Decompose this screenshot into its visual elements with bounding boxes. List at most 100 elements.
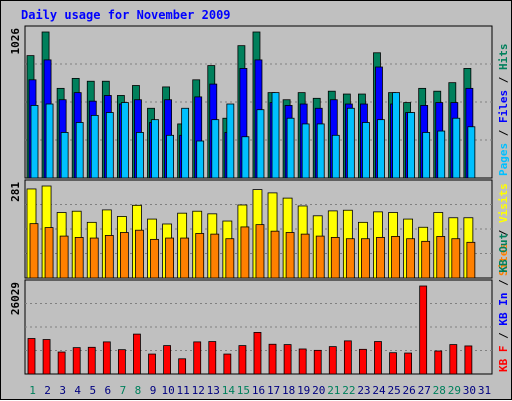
bar-kbf-day-25 — [389, 352, 397, 375]
bar-sites-day-20 — [315, 235, 325, 279]
bar-pages-day-6 — [105, 112, 114, 179]
bar-sites-day-8 — [135, 229, 144, 279]
x-tick-label-day-9: 9 — [150, 384, 157, 397]
x-tick-label-day-30: 30 — [463, 384, 476, 397]
bar-kbf-day-18 — [283, 344, 292, 375]
series-name-kb-f: KB F — [497, 346, 510, 373]
bar-kbf-day-26 — [404, 352, 413, 375]
label-separator: / — [497, 70, 510, 90]
chart-marks — [26, 31, 476, 375]
bar-kbf-day-11 — [178, 358, 187, 375]
bar-pages-day-22 — [346, 107, 355, 179]
bar-sites-day-4 — [74, 237, 84, 279]
bar-sites-day-22 — [345, 238, 355, 279]
plot-panel-3 — [24, 279, 493, 375]
bar-pages-day-15 — [241, 136, 250, 179]
bar-sites-day-24 — [376, 237, 385, 279]
bar-kbf-day-27 — [419, 285, 428, 375]
bar-pages-day-9 — [151, 119, 159, 179]
chart-title: Daily usage for November 2009 — [21, 8, 231, 22]
x-tick-label-day-17: 17 — [267, 384, 280, 397]
bar-kbf-day-17 — [268, 343, 277, 375]
bar-pages-day-12 — [196, 140, 205, 179]
bar-kbf-day-15 — [238, 345, 247, 375]
x-tick-label-day-18: 18 — [282, 384, 295, 397]
series-name-files: Files — [497, 90, 510, 123]
bar-kbf-day-16 — [253, 332, 262, 375]
x-tick-label-day-15: 15 — [237, 384, 250, 397]
bar-kbf-day-9 — [148, 353, 156, 375]
x-tick-label-day-29: 29 — [448, 384, 461, 397]
x-tick-label-day-3: 3 — [59, 384, 66, 397]
x-tick-label-day-6: 6 — [105, 384, 112, 397]
bar-pages-day-1 — [30, 105, 39, 179]
bar-sites-day-12 — [195, 233, 205, 279]
y-max-label-panel-2: 281 — [9, 182, 22, 202]
x-tick-label-day-23: 23 — [357, 384, 370, 397]
series-name-visits: Visits — [497, 183, 510, 223]
y-max-label-panel-3: 26029 — [9, 282, 22, 315]
x-tick-label-day-12: 12 — [192, 384, 205, 397]
bar-pages-day-30 — [467, 126, 476, 179]
bar-sites-day-21 — [330, 237, 340, 279]
x-tick-label-day-7: 7 — [120, 384, 127, 397]
bar-sites-day-6 — [104, 235, 114, 279]
x-tick-label-day-8: 8 — [135, 384, 142, 397]
x-tick-label-day-31: 31 — [478, 384, 491, 397]
x-tick-label-day-1: 1 — [29, 384, 36, 397]
bar-sites-day-2 — [44, 227, 54, 279]
x-tick-label-day-20: 20 — [312, 384, 325, 397]
bar-kbf-day-5 — [87, 346, 96, 375]
x-tick-label-day-16: 16 — [252, 384, 265, 397]
bar-pages-day-14 — [226, 103, 235, 179]
series-name-hits: Hits — [497, 44, 510, 71]
bar-kbf-day-22 — [343, 340, 352, 375]
y-series-label-panel-1: Pages / Files / Hits — [497, 44, 510, 177]
bar-pages-day-18 — [286, 117, 295, 179]
bar-sites-day-11 — [180, 237, 190, 279]
x-tick-label-day-22: 22 — [342, 384, 355, 397]
bar-kbf-day-20 — [313, 349, 322, 375]
bar-kbf-day-14 — [223, 353, 232, 375]
bar-sites-day-23 — [361, 238, 370, 279]
bar-sites-day-3 — [59, 235, 69, 279]
bar-pages-day-7 — [120, 102, 129, 179]
bar-sites-day-5 — [89, 237, 99, 279]
bar-pages-day-5 — [90, 114, 99, 179]
bar-pages-day-29 — [452, 117, 461, 179]
bar-pages-day-20 — [316, 123, 325, 179]
bar-kbf-day-19 — [298, 348, 307, 375]
bar-kbf-day-12 — [193, 341, 202, 375]
bar-kbf-day-2 — [42, 339, 51, 375]
x-tick-label-day-14: 14 — [222, 384, 236, 397]
bar-sites-day-9 — [150, 238, 159, 279]
bar-sites-day-29 — [451, 238, 461, 279]
chart-labels: 1 2 3 4 5 6 7 8 9 10 11 12 13 14 15 16 17 18 19 20 21 22 23 24 2… — [9, 28, 510, 397]
bar-kbf-day-30 — [464, 345, 473, 375]
bar-kbf-day-21 — [328, 346, 337, 375]
bar-sites-day-10 — [165, 237, 174, 279]
series-name-kb-out: KB Out — [497, 233, 510, 273]
x-tick-label-day-27: 27 — [418, 384, 431, 397]
bar-pages-day-3 — [60, 132, 69, 179]
series-name-pages: Pages — [497, 143, 510, 176]
bar-sites-day-13 — [210, 233, 220, 279]
bar-pages-day-2 — [45, 103, 54, 179]
x-tick-label-day-28: 28 — [433, 384, 446, 397]
bar-kbf-day-23 — [359, 348, 367, 375]
bar-sites-day-1 — [29, 223, 39, 279]
bar-pages-day-27 — [422, 132, 431, 179]
bar-kbf-day-28 — [434, 350, 443, 375]
bar-kbf-day-10 — [163, 345, 171, 375]
x-tick-label-day-21: 21 — [327, 384, 340, 397]
y-series-label-panel-3: KB F / KB In / KB Out — [497, 233, 510, 372]
bar-pages-day-26 — [407, 112, 416, 179]
bar-sites-day-26 — [406, 238, 416, 279]
y-series-label-panel-2: Sites / Visits — [497, 183, 510, 276]
bar-pages-day-24 — [377, 119, 385, 179]
label-separator: / — [497, 223, 510, 243]
x-tick-label-day-2: 2 — [44, 384, 51, 397]
bar-sites-day-18 — [285, 232, 295, 279]
bar-pages-day-21 — [331, 134, 340, 179]
